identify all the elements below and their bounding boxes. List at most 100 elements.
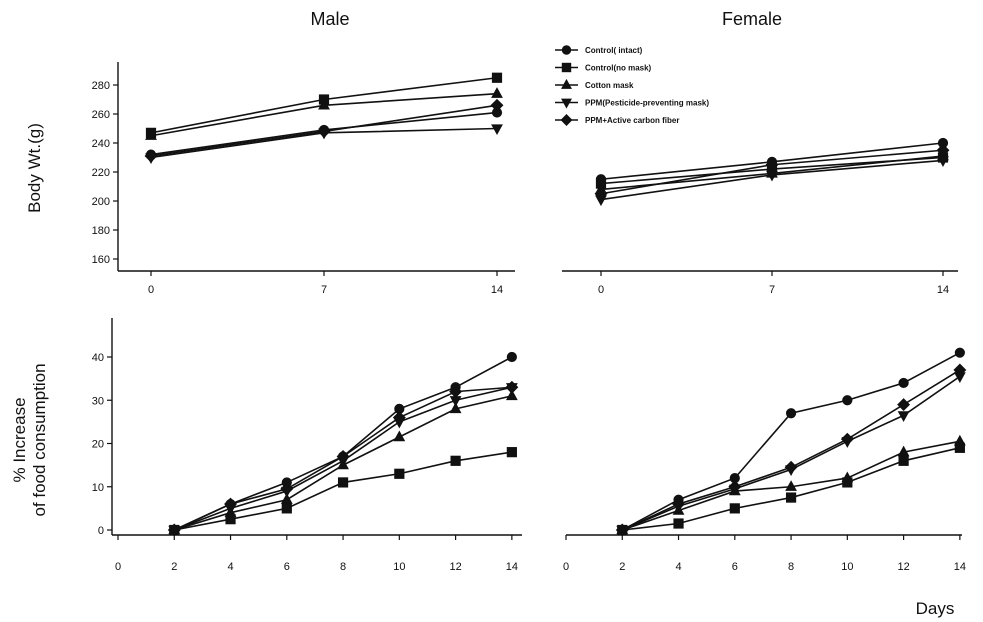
legend-label: Cotton mask — [585, 81, 634, 90]
x-tick-label: 0 — [115, 561, 121, 573]
data-point — [672, 497, 685, 511]
x-tick-label: 7 — [321, 284, 327, 296]
legend-item-control-no-mask: Control(no mask) — [555, 62, 652, 73]
series-cotton-mask — [145, 87, 503, 140]
data-point — [785, 480, 797, 491]
x-tick-label: 0 — [598, 284, 604, 296]
data-point — [954, 347, 965, 358]
y-axis-label-body-weight: Body Wt.(g) — [25, 123, 44, 213]
data-point — [785, 492, 797, 503]
series-ppm-active-carbon-fiber — [594, 143, 950, 201]
data-point — [898, 455, 909, 466]
x-tick-label: 14 — [937, 284, 949, 296]
legend-label: PPM+Active carbon fiber — [585, 116, 679, 125]
legend-item-ppm-pesticide-preventing-mask: PPM(Pesticide-preventing mask) — [555, 99, 709, 109]
y-axis-label-food-line1: % Increase — [10, 397, 29, 482]
data-point — [898, 377, 909, 389]
legend-marker-triangle-up — [561, 78, 572, 89]
y-tick-label: 180 — [92, 225, 110, 237]
x-tick-label: 12 — [897, 561, 909, 573]
y-tick-label: 30 — [92, 395, 104, 407]
x-tick-label: 4 — [227, 561, 233, 573]
male-title: Male — [310, 9, 349, 29]
data-point — [729, 503, 740, 514]
data-point — [281, 503, 292, 514]
data-point — [449, 385, 463, 399]
y-tick-label: 280 — [92, 80, 110, 92]
data-point — [506, 351, 517, 363]
legend: Control( intact) Control(no mask) Cotton m… — [555, 45, 709, 126]
data-point — [224, 497, 237, 511]
data-point — [505, 389, 518, 401]
data-point — [505, 380, 519, 394]
y-tick-label: 260 — [92, 109, 110, 121]
data-point — [449, 402, 462, 414]
data-point — [491, 87, 503, 98]
female-title: Female — [722, 9, 782, 29]
data-point — [490, 98, 504, 112]
x-tick-label: 14 — [506, 561, 518, 573]
data-point — [491, 72, 503, 83]
data-point — [842, 395, 853, 406]
panel-female-body-weight: 0 7 14 — [562, 137, 958, 296]
data-point — [317, 124, 331, 138]
x-tick-label: 2 — [619, 561, 625, 573]
legend-item-control-intact: Control( intact) — [555, 45, 643, 55]
y-tick-label: 20 — [92, 439, 104, 451]
legend-label: PPM(Pesticide-preventing mask) — [585, 99, 709, 108]
x-tick-label: 14 — [491, 284, 503, 296]
data-point — [784, 460, 798, 474]
series-ppm-active-carbon-fiber — [167, 380, 519, 537]
data-point — [728, 480, 742, 494]
data-point — [337, 477, 349, 488]
data-point — [594, 187, 608, 201]
legend-label: Control( intact) — [585, 46, 643, 55]
y-tick-label: 200 — [92, 196, 110, 208]
data-point — [673, 518, 684, 529]
x-tick-label: 4 — [675, 561, 681, 573]
data-point — [491, 124, 503, 136]
series-cotton-mask — [616, 434, 966, 535]
x-tick-label: 0 — [563, 561, 569, 573]
x-tick-label: 12 — [449, 561, 461, 573]
x-tick-label: 7 — [769, 284, 775, 296]
data-point — [392, 411, 406, 425]
legend-marker-circle — [561, 45, 572, 55]
series-ppm-pesticide-preventing-mask — [595, 156, 949, 207]
data-point — [897, 398, 911, 412]
panel-male-body-weight: 160 180 200 220 240 260 280 0 7 14 — [92, 62, 515, 296]
legend-marker-diamond — [560, 114, 573, 126]
data-point — [280, 482, 294, 496]
data-point — [145, 129, 157, 140]
data-point — [144, 149, 158, 163]
x-axis-label-days: Days — [916, 599, 955, 618]
panel-female-food: 0 2 4 6 8 10 12 14 — [563, 347, 967, 573]
data-point — [897, 445, 910, 457]
x-tick-label: 10 — [393, 561, 405, 573]
y-tick-label: 240 — [92, 138, 110, 150]
series-ppm-active-carbon-fiber — [615, 363, 967, 537]
legend-item-ppm-active-carbon-fiber: PPM+Active carbon fiber — [555, 114, 679, 126]
x-tick-label: 6 — [284, 561, 290, 573]
data-point — [953, 363, 967, 377]
x-tick-label: 0 — [148, 284, 154, 296]
data-point — [897, 411, 910, 422]
data-point — [280, 493, 293, 504]
data-point — [937, 156, 949, 167]
x-tick-label: 14 — [954, 561, 966, 573]
data-point — [336, 450, 350, 463]
x-tick-label: 8 — [340, 561, 346, 573]
data-point — [450, 455, 461, 466]
series-ppm-active-carbon-fiber — [144, 98, 504, 163]
x-tick-label: 8 — [788, 561, 794, 573]
series-control-intact — [617, 347, 965, 536]
x-tick-label: 2 — [171, 561, 177, 573]
x-tick-label: 10 — [841, 561, 853, 573]
series-ppm-pesticide-preventing-mask — [616, 372, 966, 537]
legend-marker-square — [561, 62, 572, 73]
data-point — [167, 523, 181, 537]
y-axis-label-food-line2: of food consumption — [30, 363, 49, 516]
data-point — [766, 170, 778, 182]
